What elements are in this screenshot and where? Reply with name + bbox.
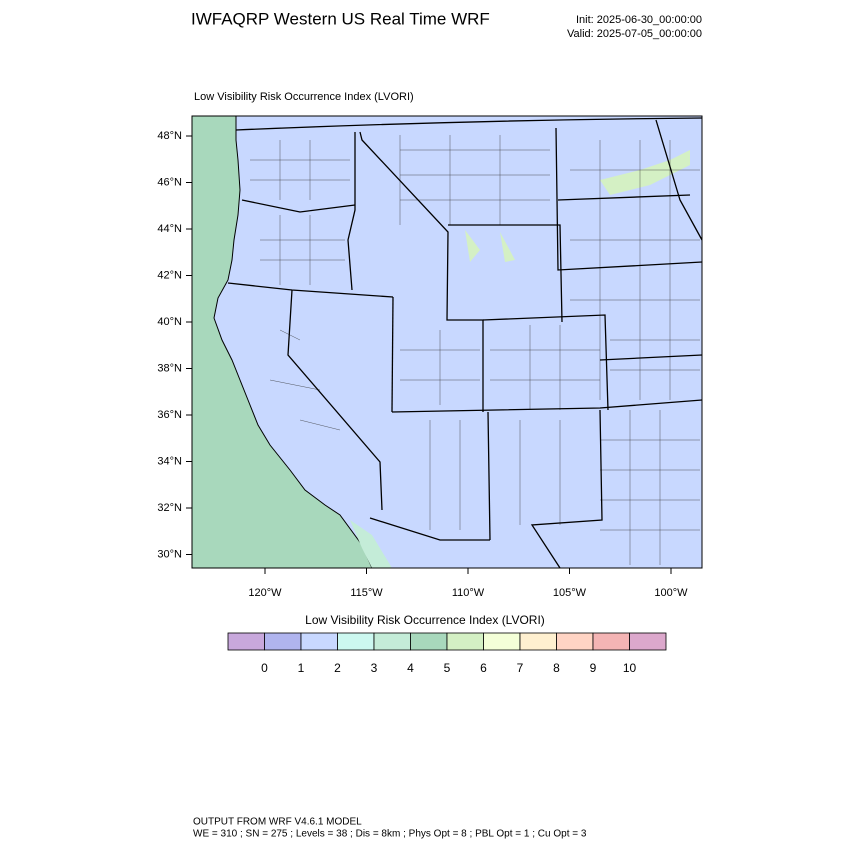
title: IWFAQRP Western US Real Time WRF xyxy=(191,9,490,28)
colorbar-box xyxy=(337,632,375,651)
init-time: Init: 2025-06-30_00:00:00 xyxy=(576,14,702,26)
colorbar-label: 0 xyxy=(261,661,268,675)
risk-patch xyxy=(465,150,690,262)
county-grid xyxy=(250,135,700,565)
colorbar-label: 8 xyxy=(553,661,560,675)
colorbar-box xyxy=(556,632,594,651)
colorbar-label: 7 xyxy=(517,661,524,675)
state-borders xyxy=(227,117,703,569)
map-axes: 48°N 46°N 44°N 42°N 40°N 38°N 36°N 34°N 32°N 30°N… xyxy=(157,130,688,599)
footer-line: WE = 310 ; SN = 275 ; Levels = 38 ; Dis … xyxy=(193,829,587,840)
colorbar-label: 6 xyxy=(480,661,487,675)
footer-line: OUTPUT FROM WRF V4.6.1 MODEL xyxy=(193,817,362,828)
lon-tick-label: 110°W xyxy=(452,587,485,599)
colorbar-box xyxy=(629,632,667,651)
lat-tick-label: 34°N xyxy=(157,455,182,467)
colorbar-box xyxy=(227,632,265,651)
lon-tick-label: 100°W xyxy=(654,587,688,599)
map-subtitle: Low Visibility Risk Occurrence Index (LV… xyxy=(194,91,414,103)
gulf xyxy=(350,520,392,568)
colorbar-label: 9 xyxy=(590,661,597,675)
lon-tick-label: 105°W xyxy=(553,587,587,599)
lat-tick-label: 46°N xyxy=(157,176,182,188)
colorbar-box xyxy=(519,632,557,651)
lat-tick-label: 32°N xyxy=(157,502,182,514)
lat-tick-label: 30°N xyxy=(157,548,182,560)
lat-tick-label: 40°N xyxy=(157,316,182,328)
colorbar-box xyxy=(300,632,338,651)
map xyxy=(191,115,703,569)
colorbar: 0 1 2 3 4 5 6 7 8 9 10 xyxy=(227,632,667,675)
colorbar-title: Low Visibility Risk Occurrence Index (LV… xyxy=(305,613,545,627)
lat-tick-label: 42°N xyxy=(157,269,182,281)
colorbar-box xyxy=(446,632,484,651)
lat-tick-label: 38°N xyxy=(157,362,182,374)
colorbar-label: 10 xyxy=(623,661,637,675)
colorbar-label: 3 xyxy=(371,661,378,675)
valid-time: Valid: 2025-07-05_00:00:00 xyxy=(567,28,702,40)
colorbar-label: 2 xyxy=(334,661,341,675)
colorbar-label: 1 xyxy=(298,661,305,675)
colorbar-box xyxy=(483,632,521,651)
lon-tick-label: 115°W xyxy=(350,587,383,599)
map-frame xyxy=(191,115,703,569)
lat-tick-label: 48°N xyxy=(157,130,182,142)
colorbar-box xyxy=(592,632,630,651)
colorbar-box xyxy=(264,632,302,651)
lat-tick-label: 44°N xyxy=(157,223,182,235)
colorbar-box xyxy=(373,632,411,651)
colorbar-box xyxy=(410,632,448,651)
lat-tick-label: 36°N xyxy=(157,409,182,421)
colorbar-label: 5 xyxy=(444,661,451,675)
colorbar-label: 4 xyxy=(407,661,414,675)
lon-tick-label: 120°W xyxy=(248,587,282,599)
